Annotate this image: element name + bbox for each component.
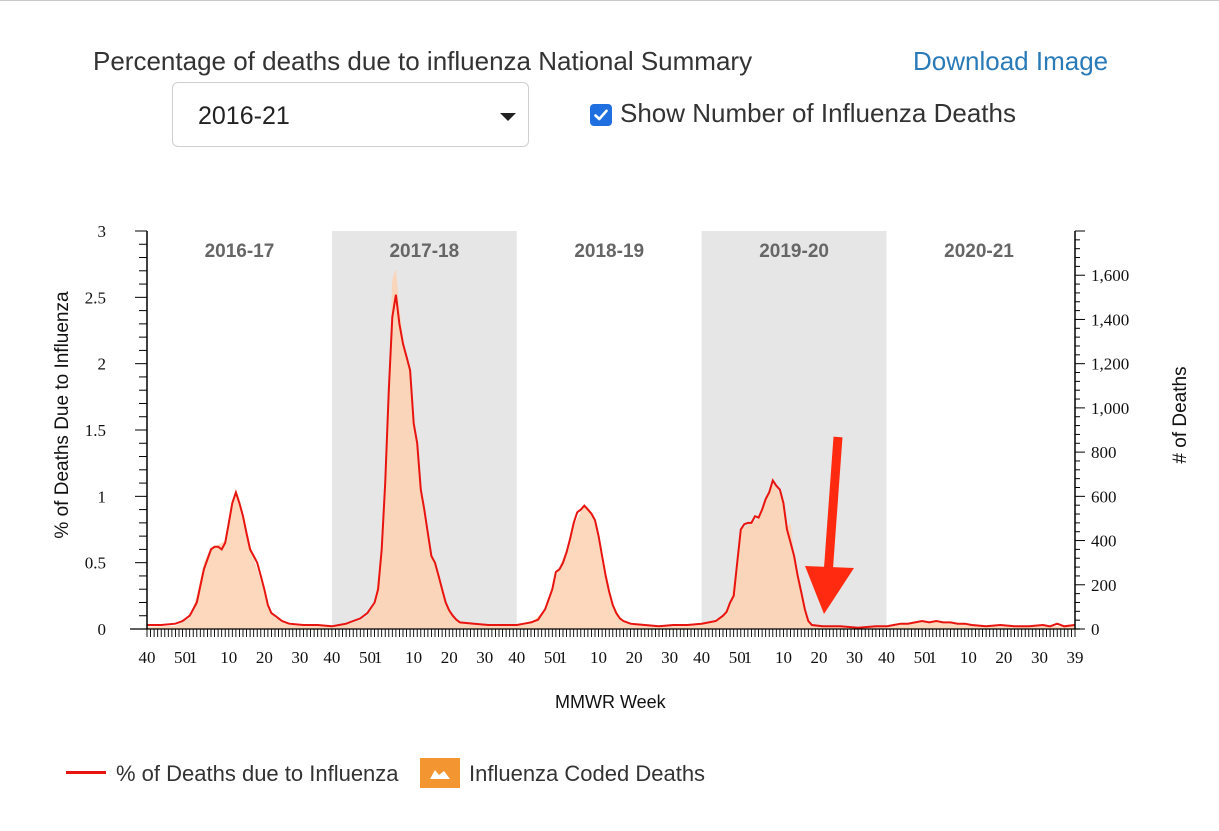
x-tick-label: 40 [508,648,525,667]
x-tick-label: 20 [441,648,458,667]
y2-tick-label: 800 [1091,443,1117,462]
x-tick-label: 40 [323,648,340,667]
y2-axis-title: # of Deaths [1170,366,1191,463]
x-tick-label: 1 [559,648,568,667]
season-label-2016-17: 2016-17 [205,241,275,262]
x-tick-label: 10 [405,648,422,667]
x-tick-label: 10 [775,648,792,667]
x-tick-label: 10 [590,648,607,667]
y2-tick-label: 400 [1091,532,1117,551]
y-tick-label: 2 [98,355,107,374]
season-label-2020-21: 2020-21 [944,241,1014,262]
top-border [0,0,1219,1]
y-tick-label: 0.5 [85,554,106,573]
legend-line-swatch [66,771,106,774]
show-deaths-checkbox[interactable] [590,104,612,126]
x-tick-label: 30 [1031,648,1048,667]
x-tick-label: 20 [626,648,643,667]
season-label-2018-19: 2018-19 [574,241,644,262]
y-axis-title: % of Deaths Due to Influenza [52,291,73,539]
y-tick-label: 1.5 [85,421,106,440]
annotation-arrow-head [805,566,854,614]
show-deaths-label[interactable]: Show Number of Influenza Deaths [620,98,1016,128]
y2-tick-label: 1,400 [1091,310,1129,329]
x-tick-label: 20 [811,648,828,667]
percent-line [147,294,1076,629]
x-tick-label: 30 [846,648,863,667]
x-tick-label: 30 [291,648,308,667]
y-tick-label: 0 [98,620,107,639]
x-tick-label: 40 [693,648,710,667]
x-tick-label: 1 [744,648,753,667]
area-chart-icon [430,770,450,779]
x-tick-label: 50 [544,648,561,667]
y2-tick-label: 600 [1091,487,1117,506]
download-image-link[interactable]: Download Image [913,46,1109,76]
y-tick-label: 3 [98,222,107,241]
annotation-arrow-shaft [823,436,843,576]
x-tick-label: 20 [256,648,273,667]
x-tick-label: 50 [174,648,191,667]
season-select[interactable]: 2016-21 [172,82,529,147]
x-tick-label: 10 [960,648,977,667]
x-tick-label: 50 [729,648,746,667]
x-tick-label: 50 [914,648,931,667]
x-tick-label: 20 [995,648,1012,667]
deaths-area [147,268,1075,629]
season-label-2017-18: 2017-18 [389,241,459,262]
x-tick-label: 30 [476,648,493,667]
y2-tick-label: 200 [1091,576,1117,595]
x-axis-title: MMWR Week [555,692,667,712]
legend-line-label: % of Deaths due to Influenza [116,761,399,786]
y-tick-label: 2.5 [85,288,106,307]
x-tick-label: 39 [1067,648,1084,667]
y2-tick-label: 0 [1091,620,1100,639]
chevron-down-icon [500,113,516,121]
y-tick-label: 1 [98,487,107,506]
x-tick-label: 1 [929,648,938,667]
x-tick-label: 40 [878,648,895,667]
x-tick-label: 10 [220,648,237,667]
legend-area-label: Influenza Coded Deaths [469,761,706,786]
chart-heading: Percentage of deaths due to influenza Na… [93,46,753,76]
y2-tick-label: 1,200 [1091,355,1129,374]
x-tick-label: 1 [374,648,383,667]
checkmark-icon [594,109,608,121]
y2-tick-label: 1,000 [1091,399,1129,418]
x-tick-label: 30 [661,648,678,667]
x-tick-label: 1 [189,648,198,667]
season-label-2019-20: 2019-20 [759,241,829,262]
x-tick-label: 50 [359,648,376,667]
legend-area-swatch [420,758,460,788]
season-select-value: 2016-21 [198,102,290,130]
y2-tick-label: 1,600 [1091,266,1129,285]
x-tick-label: 40 [139,648,156,667]
